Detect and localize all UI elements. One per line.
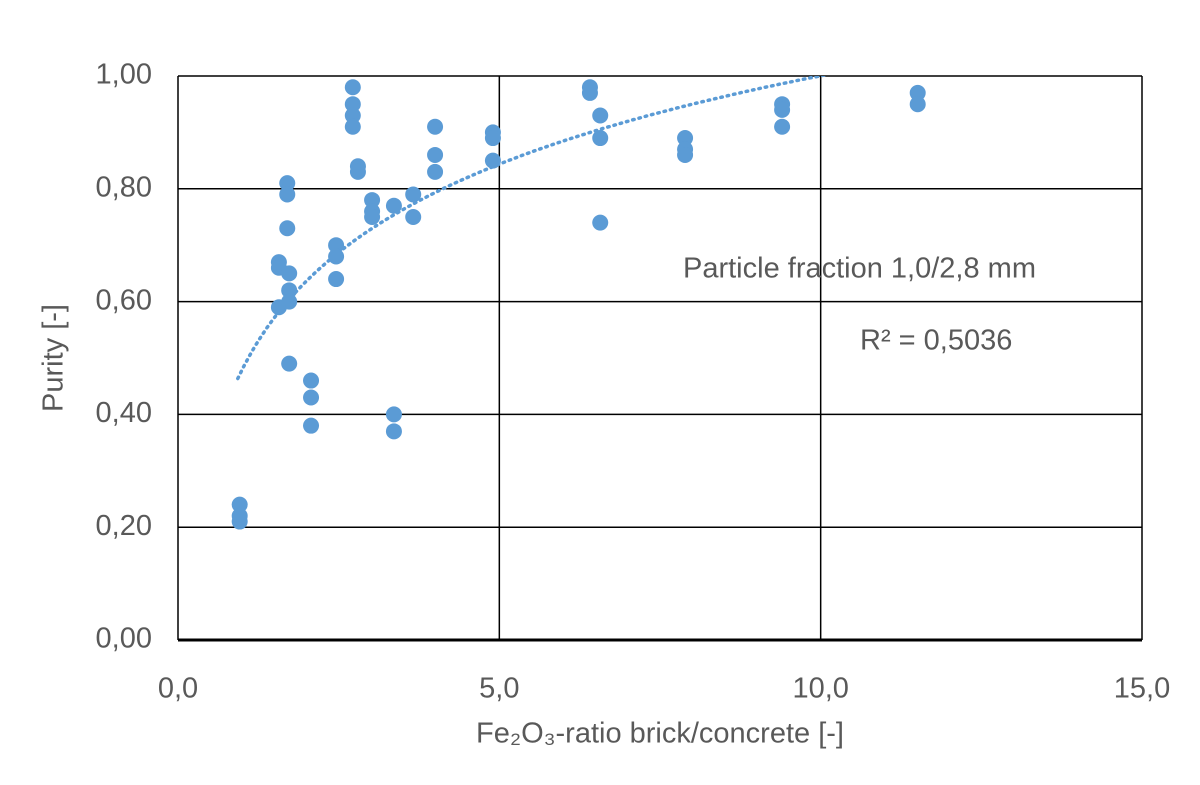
- y-tick-label: 0,40: [96, 397, 152, 429]
- data-point: [364, 192, 381, 209]
- data-point: [484, 130, 501, 147]
- data-point: [231, 496, 248, 513]
- data-point: [484, 152, 501, 169]
- data-point: [279, 175, 296, 192]
- data-point: [279, 186, 296, 203]
- y-tick-label: 0,60: [96, 284, 152, 316]
- data-point: [427, 163, 444, 180]
- y-tick-label: 0,20: [96, 510, 152, 542]
- data-point: [344, 96, 361, 113]
- y-tick-label: 0,00: [96, 623, 152, 655]
- x-tick-label: 0,0: [158, 673, 198, 705]
- data-point: [328, 237, 345, 254]
- data-point: [303, 389, 320, 406]
- data-point: [909, 84, 926, 101]
- x-tick-label: 15,0: [1114, 673, 1170, 705]
- data-point: [405, 186, 422, 203]
- data-point: [279, 220, 296, 237]
- annotation: R² = 0,5036: [860, 325, 1012, 357]
- data-point: [774, 118, 791, 135]
- data-point: [385, 406, 402, 423]
- y-tick-label: 0,80: [96, 171, 152, 203]
- annotation: Particle fraction 1,0/2,8 mm: [683, 253, 1036, 285]
- data-point: [231, 513, 248, 530]
- data-point: [427, 118, 444, 135]
- data-point: [281, 293, 298, 310]
- data-point: [427, 146, 444, 163]
- data-point: [328, 271, 345, 288]
- data-point: [281, 265, 298, 282]
- data-point: [592, 214, 609, 231]
- data-point: [909, 96, 926, 113]
- data-point: [344, 79, 361, 96]
- x-axis-title: Fe₂O₃-ratio brick/concrete [-]: [476, 718, 844, 750]
- y-axis-title: Purity [-]: [38, 304, 70, 412]
- data-point: [281, 355, 298, 372]
- data-point: [303, 417, 320, 434]
- x-tick-label: 5,0: [479, 673, 519, 705]
- data-point: [328, 248, 345, 265]
- data-point: [303, 372, 320, 389]
- data-point: [344, 118, 361, 135]
- data-point: [581, 84, 598, 101]
- trendline: [236, 76, 828, 381]
- x-tick-label: 10,0: [792, 673, 848, 705]
- data-point: [774, 101, 791, 118]
- data-point: [344, 107, 361, 124]
- data-point: [677, 146, 694, 163]
- data-point: [405, 209, 422, 225]
- data-point: [592, 130, 609, 147]
- data-point: [677, 130, 694, 147]
- data-point: [592, 107, 609, 124]
- y-tick-label: 1,00: [96, 59, 152, 91]
- data-point: [385, 197, 402, 214]
- data-point: [281, 282, 298, 299]
- data-point: [349, 163, 366, 180]
- data-point: [385, 423, 402, 440]
- data-point: [364, 209, 381, 225]
